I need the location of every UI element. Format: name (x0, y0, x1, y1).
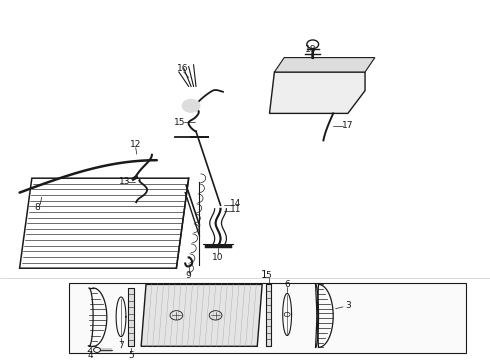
Text: 18: 18 (305, 45, 317, 54)
Text: 17: 17 (342, 122, 354, 130)
Bar (266, 284, 271, 346)
Text: 16: 16 (177, 64, 189, 73)
Text: 10: 10 (212, 253, 224, 262)
Bar (128, 288, 134, 346)
Text: 1: 1 (261, 270, 268, 280)
Polygon shape (141, 284, 262, 346)
Text: 13: 13 (119, 177, 130, 186)
Text: 7: 7 (118, 341, 124, 350)
Bar (69, 283, 466, 353)
Polygon shape (274, 58, 375, 72)
Text: 9: 9 (186, 271, 192, 280)
Text: 15: 15 (174, 118, 186, 127)
Text: 4: 4 (88, 351, 94, 360)
Text: 11: 11 (230, 205, 242, 214)
Text: 5: 5 (266, 271, 271, 280)
Text: 2: 2 (87, 346, 93, 354)
Text: 3: 3 (345, 301, 351, 310)
Text: 8: 8 (34, 203, 40, 212)
Polygon shape (270, 72, 365, 113)
Text: 5: 5 (128, 351, 134, 360)
Text: 14: 14 (230, 199, 242, 208)
Text: 12: 12 (130, 140, 142, 149)
Circle shape (182, 99, 200, 112)
Text: 6: 6 (284, 280, 290, 289)
